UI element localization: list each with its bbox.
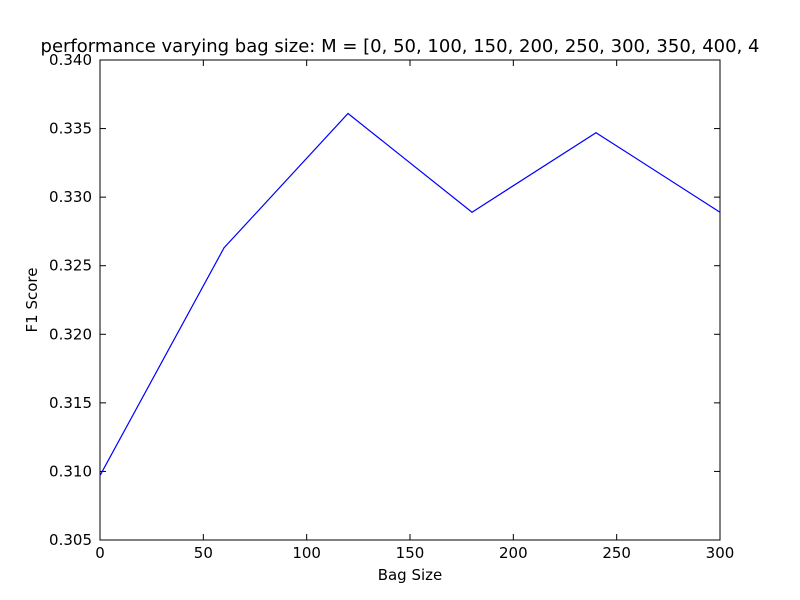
x-tick-label: 300 [706, 544, 735, 562]
y-tick-label: 0.325 [49, 257, 92, 275]
y-tick-label: 0.335 [49, 120, 92, 138]
series-layer [99, 112, 721, 477]
data-point [471, 211, 473, 213]
chart-title: performance varying bag size: M = [0, 50… [41, 36, 760, 57]
x-tick-label: 0 [95, 544, 105, 562]
y-tick-label: 0.305 [49, 531, 92, 549]
y-tick-label: 0.330 [49, 188, 92, 206]
data-point [595, 132, 597, 134]
x-tick-label: 200 [499, 544, 528, 562]
x-tick-label: 250 [602, 544, 631, 562]
y-tick-label: 0.310 [49, 462, 92, 480]
data-point [347, 112, 349, 115]
y-axis-label: F1 Score [23, 268, 41, 333]
x-tick-label: 100 [292, 544, 321, 562]
data-point [223, 247, 225, 249]
plot-area [99, 59, 721, 541]
x-axis-label: Bag Size [378, 566, 443, 584]
x-tick-label: 150 [396, 544, 425, 562]
x-tick-label: 50 [194, 544, 213, 562]
y-tick-label: 0.320 [49, 325, 92, 343]
x-axis: 0 50 100 150 200 250 300 [95, 60, 734, 562]
y-tick-label: 0.315 [49, 394, 92, 412]
data-point [99, 474, 101, 477]
data-point [719, 211, 721, 213]
y-tick-label: 0.340 [49, 51, 92, 69]
y-axis: 0.305 0.310 0.315 0.320 0.325 0.330 0.335 0.340 [49, 51, 720, 549]
series-line [99, 112, 721, 476]
